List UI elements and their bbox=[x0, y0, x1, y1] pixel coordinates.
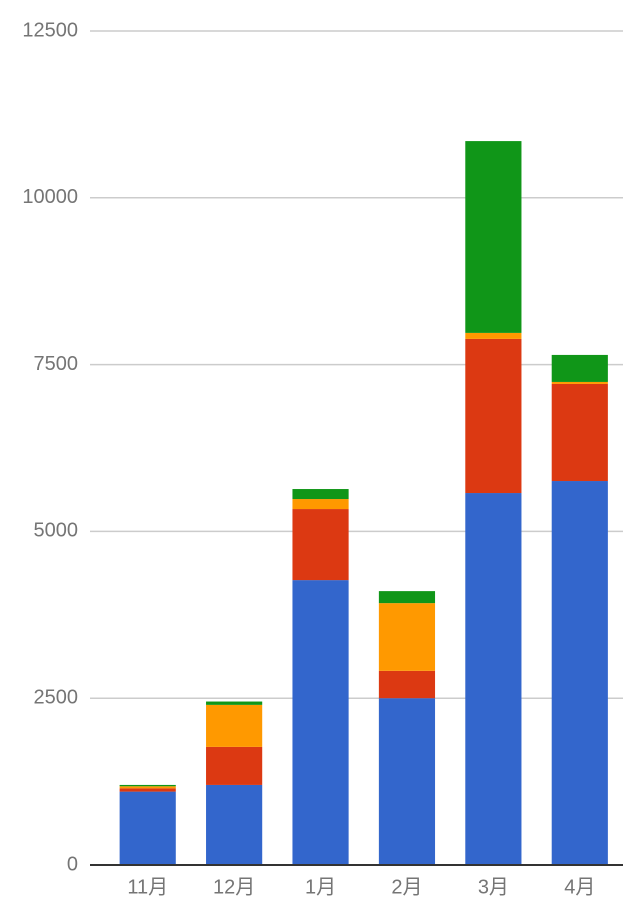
bar-segment bbox=[206, 784, 263, 865]
bar-segment bbox=[465, 493, 522, 865]
bar-segment bbox=[119, 784, 176, 787]
x-tick-label: 11月 bbox=[127, 876, 168, 898]
y-tick-label: 2500 bbox=[34, 686, 79, 708]
bar-segment bbox=[465, 332, 522, 339]
bar-segment bbox=[378, 698, 436, 865]
bar-segment bbox=[206, 701, 263, 705]
y-tick-label: 5000 bbox=[34, 520, 79, 542]
bar-segment bbox=[292, 509, 349, 581]
bar-segment bbox=[465, 141, 522, 333]
y-tick-label: 10000 bbox=[22, 186, 78, 208]
y-tick-label: 7500 bbox=[34, 353, 79, 375]
x-tick-label: 2月 bbox=[391, 876, 422, 898]
bar-segment bbox=[119, 786, 176, 789]
bar-segment bbox=[292, 499, 349, 510]
bar-segment bbox=[378, 670, 436, 699]
bar-segment bbox=[206, 704, 263, 747]
bar-segment bbox=[206, 746, 263, 785]
y-tick-label: 0 bbox=[67, 853, 78, 875]
bar-segment bbox=[465, 338, 522, 494]
bar-segment bbox=[378, 603, 436, 671]
x-tick-label: 4月 bbox=[564, 876, 595, 898]
bar-segment bbox=[292, 580, 349, 865]
y-tick-label: 12500 bbox=[22, 19, 78, 41]
bar-segment bbox=[551, 481, 608, 865]
bar-segment bbox=[551, 381, 608, 384]
bar-segment bbox=[119, 791, 176, 865]
bar-segment bbox=[551, 354, 608, 382]
bar-segment bbox=[378, 591, 436, 604]
bar-segment bbox=[292, 489, 349, 500]
bar-segment bbox=[119, 788, 176, 792]
x-tick-label: 12月 bbox=[213, 876, 255, 898]
x-tick-label: 3月 bbox=[478, 876, 509, 898]
bar-segment bbox=[551, 383, 608, 482]
x-tick-label: 1月 bbox=[305, 876, 336, 898]
